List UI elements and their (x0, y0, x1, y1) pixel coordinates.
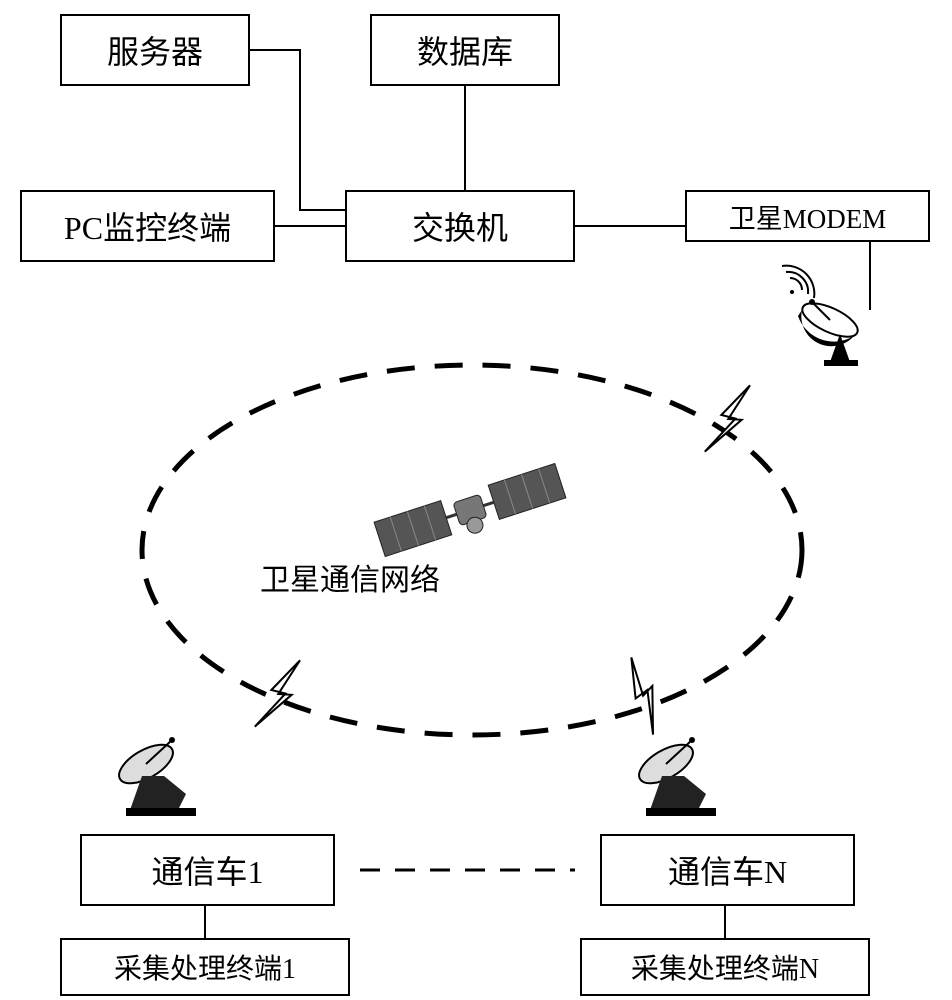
vehicle-1-label: 通信车1 (151, 847, 263, 893)
terminal-n-label: 采集处理终端N (631, 947, 819, 987)
vehicle-n-node: 通信车N (600, 834, 855, 906)
sat-modem-label: 卫星MODEM (729, 197, 887, 236)
ground-dish-icon (782, 266, 862, 366)
vehicle-1-node: 通信车1 (80, 834, 335, 906)
database-node: 数据库 (370, 14, 560, 86)
server-label: 服务器 (107, 27, 203, 73)
terminal-1-label: 采集处理终端1 (114, 947, 296, 987)
switch-node: 交换机 (345, 190, 575, 262)
server-node: 服务器 (60, 14, 250, 86)
pc-terminal-node: PC监控终端 (20, 190, 275, 262)
database-label: 数据库 (417, 27, 513, 73)
pc-terminal-label: PC监控终端 (64, 203, 231, 249)
terminal-n-node: 采集处理终端N (580, 938, 870, 996)
sat-modem-node: 卫星MODEM (685, 190, 930, 242)
vehicle-n-label: 通信车N (668, 847, 787, 893)
terminal-1-node: 采集处理终端1 (60, 938, 350, 996)
mobile-antenna-n-icon (633, 737, 716, 816)
switch-label: 交换机 (412, 203, 508, 249)
satellite-network-label: 卫星通信网络 (260, 555, 440, 599)
satellite-icon (374, 464, 568, 563)
mobile-antenna-1-icon (113, 737, 196, 816)
